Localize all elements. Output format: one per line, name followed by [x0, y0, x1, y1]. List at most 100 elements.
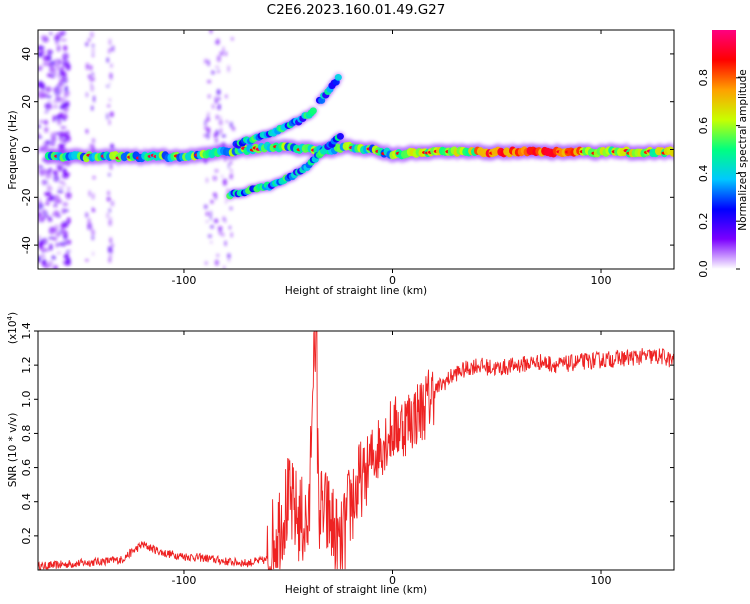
- noise-speck: [109, 98, 111, 102]
- noise-speck: [63, 112, 68, 118]
- noise-speck: [50, 136, 57, 143]
- noise-speck: [62, 202, 69, 207]
- noise-speck: [109, 111, 114, 118]
- noise-speck: [56, 118, 62, 126]
- noise-speck: [108, 74, 113, 79]
- noise-speck: [85, 129, 89, 133]
- noise-speck: [216, 253, 220, 257]
- noise-speck: [57, 72, 61, 79]
- noise-speck: [106, 212, 110, 220]
- noise-speck: [110, 200, 115, 207]
- noise-speck: [46, 95, 52, 99]
- spectrogram-y-axis-label: Frequency (Hz): [7, 110, 19, 189]
- noise-speck: [87, 223, 90, 231]
- spectrogram-x-tick-label: 0: [389, 274, 396, 287]
- noise-speck: [51, 255, 56, 260]
- noise-speck: [58, 181, 65, 184]
- noise-speck: [204, 261, 208, 265]
- noise-speck: [53, 104, 58, 109]
- noise-speck: [61, 208, 66, 215]
- snr-plot-area: [38, 331, 674, 570]
- noise-speck: [207, 94, 211, 99]
- noise-speck: [42, 55, 50, 62]
- noise-speck: [227, 253, 231, 259]
- noise-speck: [229, 161, 233, 165]
- noise-speck: [217, 96, 221, 101]
- noise-speck: [51, 213, 55, 217]
- noise-speck: [105, 112, 109, 120]
- noise-speck: [91, 192, 95, 200]
- noise-speck: [90, 31, 94, 38]
- snr-y-tick-label: 1.4: [20, 322, 33, 340]
- noise-speck: [47, 170, 51, 175]
- noise-speck: [47, 217, 53, 223]
- noise-speck: [40, 237, 48, 246]
- spectrogram-panel: -100 0 100 -40 -20 0 20 40 Height of straight …: [7, 29, 675, 297]
- spectrogram-y-tick-label: -20: [20, 188, 33, 206]
- noise-speck: [108, 48, 111, 55]
- noise-speck: [214, 137, 219, 144]
- noise-speck: [210, 241, 213, 244]
- noise-speck: [45, 201, 50, 206]
- noise-speck: [40, 82, 46, 91]
- colorbar-label: Normalized spectral amplitude: [737, 69, 749, 230]
- noise-speck: [92, 206, 94, 213]
- noise-speck: [92, 53, 94, 58]
- noise-speck: [55, 231, 61, 238]
- colorbar-tick-label: 0.4: [697, 165, 710, 183]
- noise-speck: [211, 70, 215, 75]
- spectrogram-y-tick-label: 20: [20, 95, 33, 109]
- noise-speck: [53, 203, 58, 208]
- snr-y-scale-label: (x104): [6, 312, 19, 344]
- noise-speck: [44, 110, 48, 114]
- noise-speck: [230, 172, 233, 180]
- noise-speck: [58, 131, 66, 138]
- noise-speck: [85, 259, 89, 262]
- noise-speck: [49, 243, 53, 251]
- noise-speck: [108, 258, 112, 263]
- noise-speck: [57, 189, 64, 194]
- noise-speck: [64, 92, 68, 98]
- noise-speck: [217, 226, 223, 231]
- noise-speck: [109, 237, 112, 244]
- snr-y-scale-exponent: 4: [6, 315, 14, 320]
- noise-speck: [57, 86, 64, 94]
- noise-speck: [65, 253, 70, 257]
- colorbar-tick-label: 0.6: [697, 117, 710, 135]
- noise-speck: [61, 102, 68, 109]
- snr-y-tick-label: 0.4: [20, 493, 33, 511]
- noise-speck: [66, 250, 70, 253]
- noise-speck: [55, 132, 60, 135]
- noise-speck: [214, 259, 219, 266]
- noise-speck: [111, 244, 113, 248]
- noise-speck: [214, 65, 220, 69]
- noise-speck: [38, 93, 45, 99]
- chart-title: C2E6.2023.160.01.49.G27: [267, 2, 446, 18]
- noise-speck: [62, 182, 66, 187]
- spectrogram-x-axis-label: Height of straight line (km): [285, 285, 427, 297]
- noise-speck: [221, 232, 225, 237]
- noise-speck: [56, 63, 60, 71]
- noise-speck: [207, 111, 210, 116]
- noise-speck: [41, 247, 46, 254]
- snr-x-tick-label: 0: [389, 574, 396, 587]
- noise-speck: [60, 38, 67, 42]
- noise-speck: [110, 254, 113, 259]
- noise-speck: [56, 242, 61, 247]
- noise-speck: [63, 45, 68, 51]
- noise-speck: [211, 104, 215, 109]
- noise-speck: [108, 208, 111, 213]
- noise-speck: [53, 264, 58, 269]
- noise-speck: [207, 234, 212, 238]
- noise-speck: [52, 71, 58, 76]
- noise-speck: [91, 105, 94, 111]
- noise-speck: [231, 37, 234, 41]
- noise-speck: [215, 114, 219, 120]
- noise-speck: [38, 65, 43, 71]
- noise-speck: [91, 44, 95, 48]
- noise-speck: [205, 220, 209, 223]
- noise-speck: [209, 30, 213, 34]
- noise-speck: [213, 132, 217, 139]
- noise-speck: [41, 168, 48, 174]
- noise-speck: [43, 119, 49, 125]
